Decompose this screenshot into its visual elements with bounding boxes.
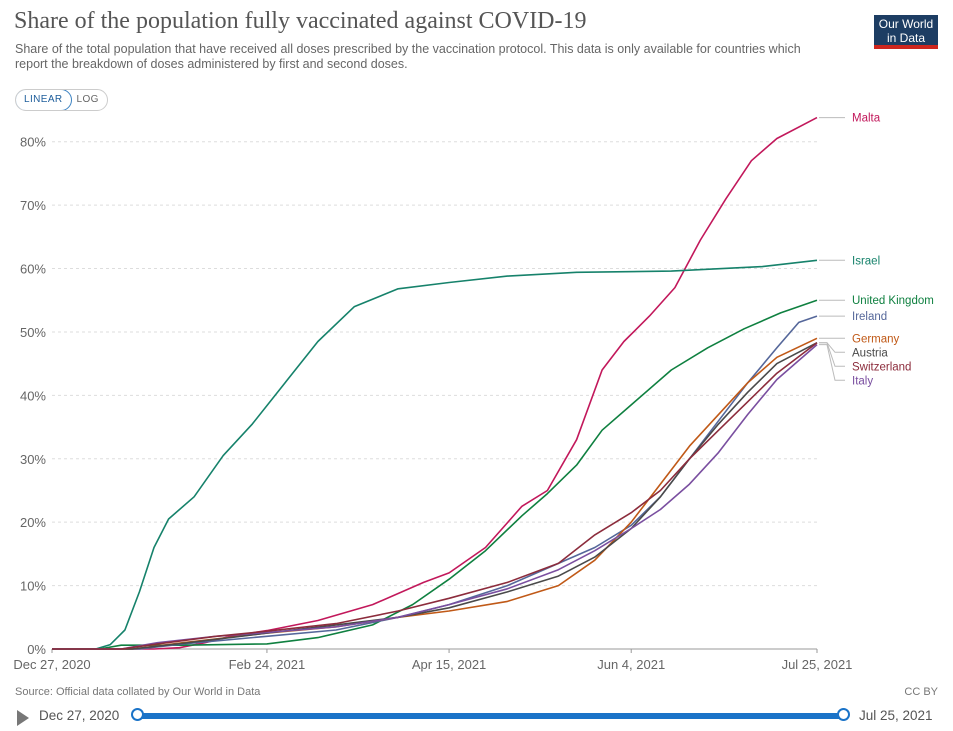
timeline-end-handle[interactable] — [837, 708, 850, 721]
chart-subtitle: Share of the total population that have … — [15, 42, 801, 71]
series-line-switzerland — [52, 342, 818, 650]
legend-label-germany: Germany — [852, 333, 900, 345]
series-line-italy — [52, 343, 818, 650]
x-tick-label: Dec 27, 2020 — [13, 657, 90, 672]
source-note: Source: Official data collated by Our Wo… — [15, 686, 261, 698]
x-tick-label: Jul 25, 2021 — [782, 657, 853, 672]
y-tick-label: 10% — [20, 579, 46, 594]
logo-line-1: Our World — [878, 17, 934, 31]
y-tick-label: 80% — [20, 135, 46, 150]
line-chart: 0% 10% 20% 30% 40% 50% 60% 70% 80% Dec 27, 2020 Fe… — [13, 113, 934, 672]
timeline-start-handle[interactable] — [131, 708, 144, 721]
play-icon[interactable] — [17, 710, 29, 726]
y-tick-label: 60% — [20, 262, 46, 277]
legend-connector — [819, 342, 845, 367]
linear-scale-button[interactable]: LINEAR — [15, 90, 72, 110]
logo-line-2: in Data — [886, 31, 926, 45]
x-tick-label: Jun 4, 2021 — [597, 657, 665, 672]
logo-accent-bar — [874, 45, 938, 49]
scale-toggle: LINEAR LOG — [15, 89, 108, 111]
legend-label-israel: Israel — [852, 255, 880, 267]
owid-logo[interactable]: Our World in Data — [874, 15, 938, 49]
legend-connector — [819, 344, 845, 381]
legend-label-united-kingdom: United Kingdom — [852, 295, 934, 307]
chart-title: Share of the population fully vaccinated… — [14, 8, 587, 34]
timeline-end-label: Jul 25, 2021 — [859, 708, 933, 723]
x-tick-label: Feb 24, 2021 — [229, 657, 306, 672]
y-tick-label: 50% — [20, 325, 46, 340]
y-tick-label: 40% — [20, 388, 46, 403]
timeline-start-label: Dec 27, 2020 — [39, 708, 120, 723]
y-tick-label: 20% — [20, 515, 46, 530]
series-line-ireland — [52, 315, 818, 650]
axis-layer: 0% 10% 20% 30% 40% 50% 60% 70% 80% Dec 27, 2020 Fe… — [13, 135, 852, 672]
x-tick-label: Apr 15, 2021 — [412, 657, 486, 672]
legend-label-malta: Malta — [852, 113, 881, 125]
legend-label-switzerland: Switzerland — [852, 361, 911, 373]
grid-layer — [52, 141, 817, 650]
series-line-israel — [52, 259, 818, 650]
log-scale-button[interactable]: LOG — [76, 94, 99, 105]
legend-label-ireland: Ireland — [852, 311, 887, 323]
series-line-austria — [52, 341, 818, 650]
license-link[interactable]: CC BY — [904, 686, 938, 698]
legend-label-austria: Austria — [852, 347, 888, 359]
series-line-united-kingdom — [52, 299, 818, 650]
legend-label-italy: Italy — [852, 375, 873, 387]
series-layer — [52, 116, 818, 650]
legend-layer: Malta Israel United Kingdom Ireland Germany A… — [819, 113, 934, 387]
y-tick-label: 0% — [27, 642, 46, 657]
timeline-track[interactable] — [138, 713, 844, 719]
series-line-malta — [52, 116, 818, 650]
timeline: Dec 27, 2020 Jul 25, 2021 — [0, 703, 953, 731]
y-tick-label: 30% — [20, 452, 46, 467]
y-tick-label: 70% — [20, 198, 46, 213]
